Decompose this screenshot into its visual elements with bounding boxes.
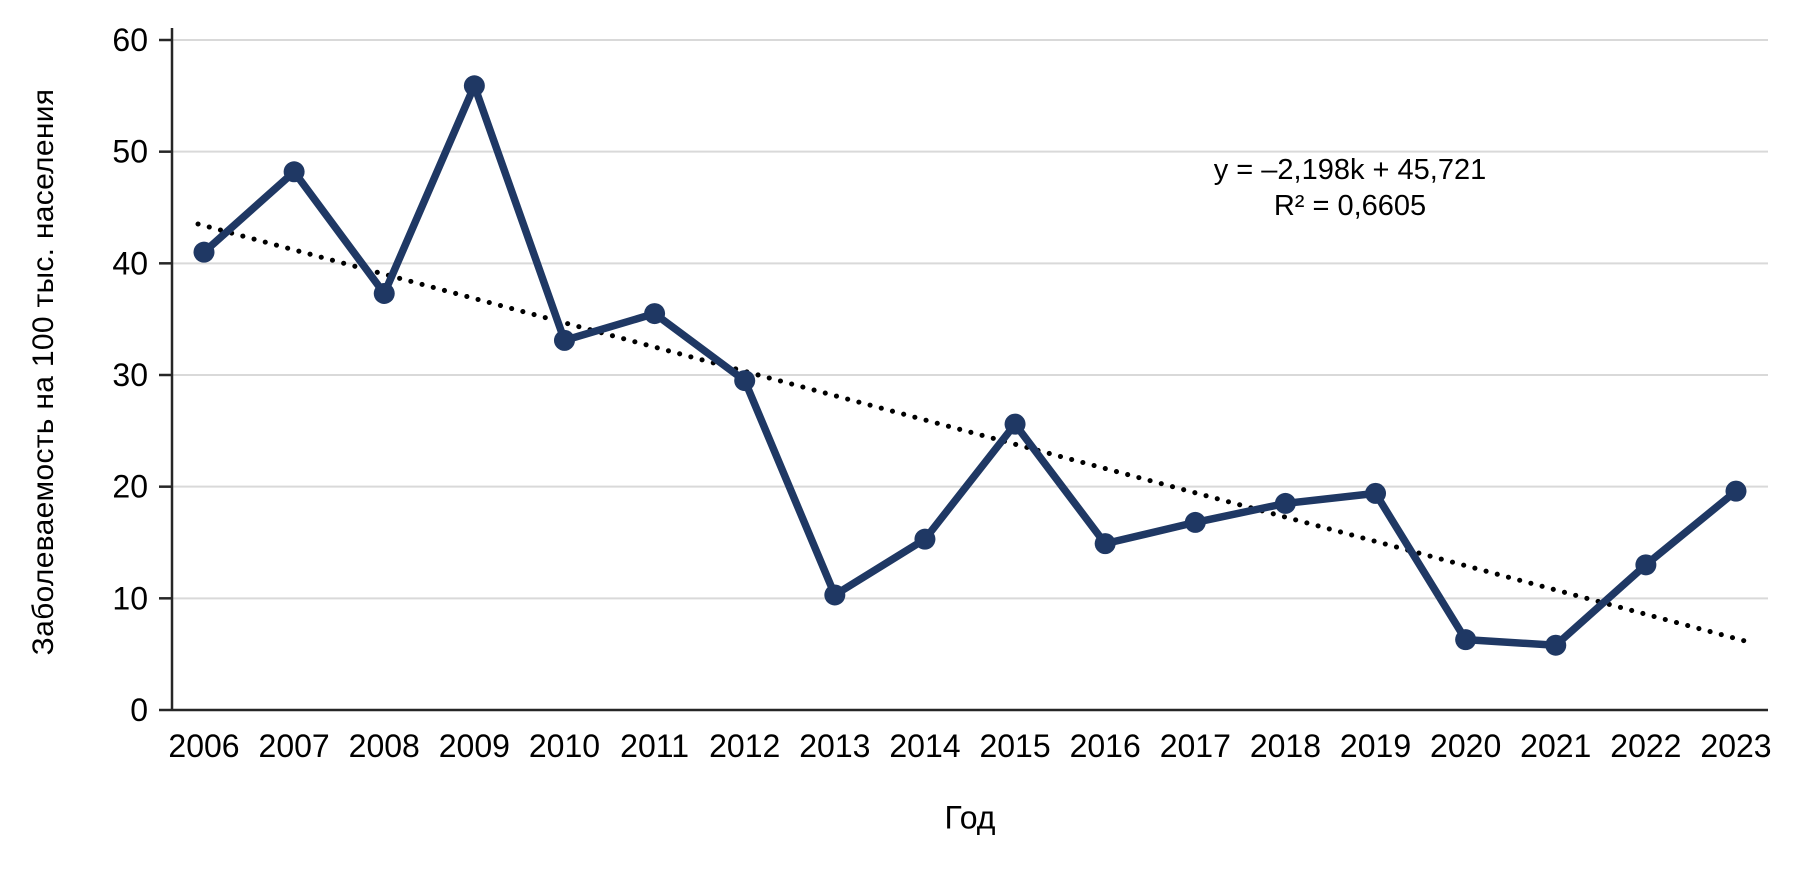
data-point-marker [1725, 480, 1747, 502]
y-tick-label: 50 [112, 134, 148, 170]
y-tick-label: 30 [112, 357, 148, 393]
y-tick-label: 0 [130, 692, 148, 728]
data-point-marker [1094, 533, 1116, 555]
trendline-annotation: y = –2,198k + 45,721 R² = 0,6605 [1214, 152, 1487, 224]
data-point-marker [914, 528, 936, 550]
data-point-marker [553, 329, 575, 351]
x-tick-label: 2013 [799, 728, 870, 764]
data-point-marker [1004, 413, 1026, 435]
data-point-marker [193, 241, 215, 263]
x-tick-label: 2008 [349, 728, 420, 764]
data-point-marker [1184, 511, 1206, 533]
x-tick-label: 2014 [889, 728, 960, 764]
x-tick-label: 2012 [709, 728, 780, 764]
x-tick-label: 2009 [439, 728, 510, 764]
x-tick-label: 2011 [620, 728, 689, 764]
x-tick-label: 2022 [1610, 728, 1681, 764]
data-point-marker [1635, 554, 1657, 576]
x-axis-title: Год [944, 799, 996, 836]
y-tick-label: 10 [112, 580, 148, 616]
trendline [195, 221, 1749, 644]
x-tick-label: 2015 [979, 728, 1050, 764]
x-tick-label: 2019 [1340, 728, 1411, 764]
data-point-marker [1545, 634, 1567, 656]
data-point-marker [1365, 482, 1387, 504]
x-tick-label: 2006 [168, 728, 239, 764]
data-point-marker [463, 75, 485, 97]
trendline-r2: R² = 0,6605 [1273, 190, 1427, 222]
y-tick-label: 20 [112, 469, 148, 505]
data-point-marker [1274, 492, 1296, 514]
data-point-marker [734, 370, 756, 392]
x-tick-label: 2010 [529, 728, 600, 764]
data-point-marker [283, 161, 305, 183]
x-tick-label: 2017 [1160, 728, 1231, 764]
y-axis-title: Заболеваемость на 100 тыс. населения [27, 88, 60, 656]
y-tick-label: 60 [112, 22, 148, 58]
trendline-equation: y = –2,198k + 45,721 [1213, 154, 1487, 186]
x-tick-label: 2018 [1250, 728, 1321, 764]
data-point-marker [644, 303, 666, 325]
y-tick-label: 40 [112, 245, 148, 281]
x-tick-label: 2016 [1070, 728, 1141, 764]
data-point-marker [824, 584, 846, 606]
data-point-marker [1455, 629, 1477, 651]
series-line [200, 82, 1740, 649]
x-tick-label: 2021 [1520, 728, 1591, 764]
data-point-marker [373, 282, 395, 304]
x-tick-label: 2023 [1700, 728, 1771, 764]
x-tick-label: 2020 [1430, 728, 1501, 764]
x-tick-label: 2007 [259, 728, 330, 764]
